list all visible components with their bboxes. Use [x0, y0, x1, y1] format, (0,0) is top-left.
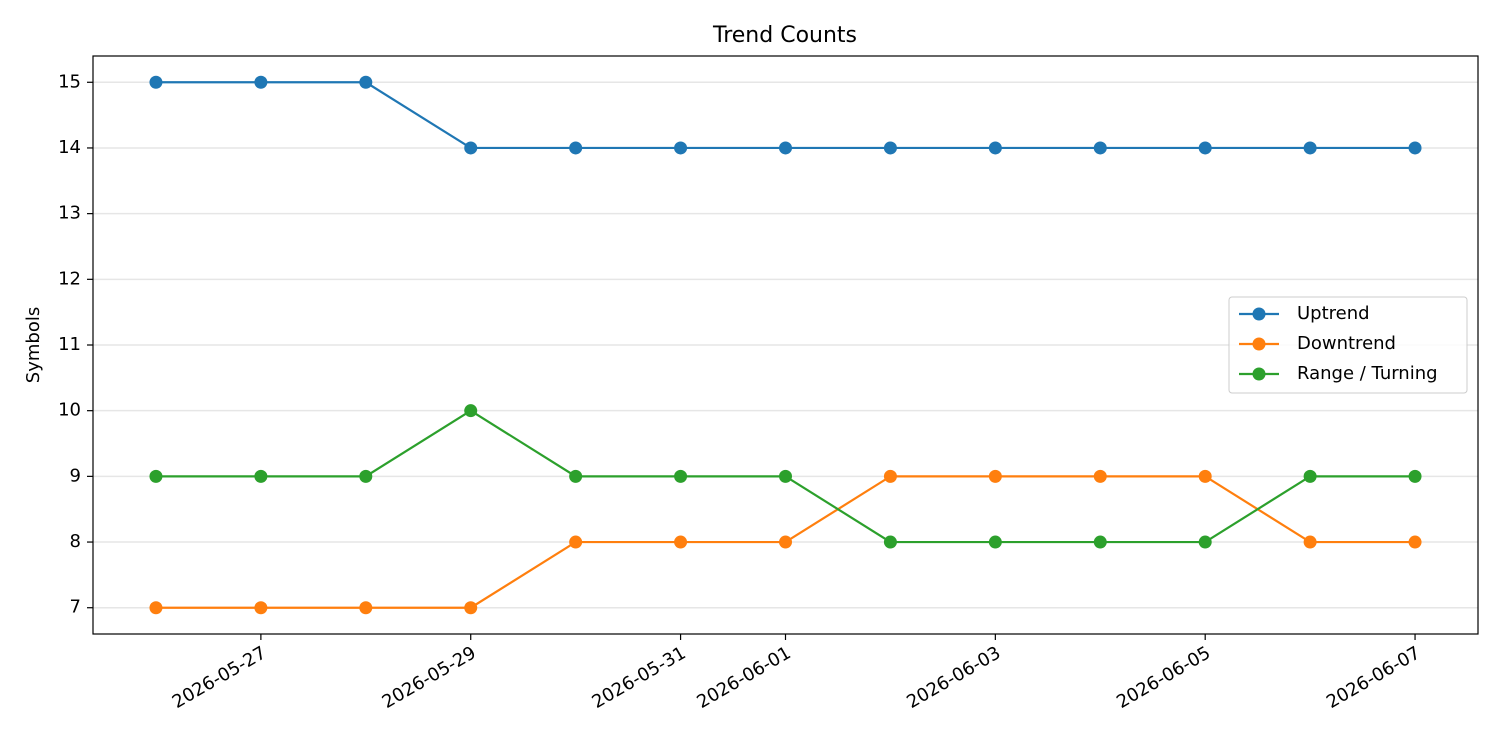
y-tick-label: 13 — [58, 203, 81, 224]
y-tick-label: 15 — [58, 71, 81, 92]
legend-label: Range / Turning — [1297, 363, 1438, 384]
legend-marker — [1252, 367, 1266, 381]
data-point — [149, 469, 163, 483]
data-point — [464, 601, 478, 615]
legend-box — [1228, 296, 1468, 394]
data-point — [779, 141, 792, 155]
legend-label: Downtrend — [1297, 333, 1396, 354]
chart-title: Trend Counts — [712, 23, 857, 48]
legend-label: Uptrend — [1297, 303, 1370, 324]
data-point — [1408, 141, 1422, 155]
data-point — [1303, 535, 1317, 549]
y-tick-label: 8 — [70, 531, 81, 552]
data-point — [359, 601, 373, 615]
y-tick-label: 12 — [58, 268, 81, 289]
data-point — [464, 404, 478, 418]
data-point — [674, 141, 688, 155]
plot-frame — [92, 55, 1479, 635]
data-point — [254, 601, 268, 615]
data-point — [883, 469, 897, 483]
data-point — [569, 535, 583, 549]
y-tick-label: 10 — [58, 400, 81, 421]
y-axis-label: Symbols — [23, 307, 44, 383]
data-point — [1303, 469, 1317, 483]
data-point — [1093, 141, 1107, 155]
legend-marker — [1252, 337, 1266, 351]
data-point — [779, 535, 792, 549]
data-point — [674, 469, 688, 483]
data-point — [254, 469, 268, 483]
data-point — [988, 535, 1002, 549]
data-point — [1408, 535, 1422, 549]
data-point — [1198, 141, 1212, 155]
data-point — [883, 141, 897, 155]
y-tick-label: 11 — [58, 334, 81, 355]
data-point — [988, 141, 1002, 155]
data-point — [569, 141, 583, 155]
data-point — [359, 75, 373, 89]
data-point — [1093, 469, 1107, 483]
y-tick-label: 9 — [70, 465, 81, 486]
data-point — [359, 469, 373, 483]
data-point — [1303, 141, 1317, 155]
data-point — [779, 469, 792, 483]
data-point — [149, 601, 163, 615]
y-tick-label: 14 — [58, 137, 81, 158]
y-tick-label: 7 — [70, 597, 81, 618]
legend-marker — [1252, 307, 1266, 321]
data-point — [674, 535, 688, 549]
data-point — [1198, 535, 1212, 549]
data-point — [1198, 469, 1212, 483]
data-point — [464, 141, 478, 155]
data-point — [1093, 535, 1107, 549]
data-point — [149, 75, 163, 89]
data-point — [569, 469, 583, 483]
data-point — [1408, 469, 1422, 483]
data-point — [883, 535, 897, 549]
legend: Uptrend Downtrend Range / Turning — [1228, 296, 1468, 394]
data-point — [988, 469, 1002, 483]
data-point — [254, 75, 268, 89]
